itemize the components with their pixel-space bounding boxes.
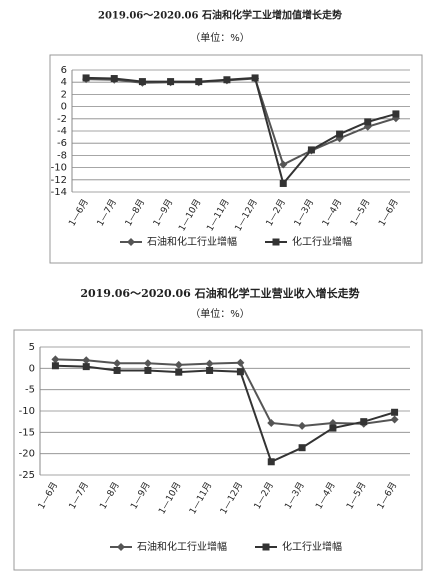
x-tick-label: 1—6月 xyxy=(67,197,91,228)
marker-diamond xyxy=(143,359,152,368)
marker-square xyxy=(82,363,90,371)
y-tick-label: -12 xyxy=(51,175,67,186)
y-tick-label: -8 xyxy=(57,150,67,161)
chart-subtitle: （单位：%） xyxy=(190,307,250,320)
series-line xyxy=(86,76,397,186)
y-tick-label: 0 xyxy=(61,102,67,113)
chart-title: 2019.06～2020.06 石油和化学工业增加值增长走势 xyxy=(98,9,342,22)
y-tick-label: -15 xyxy=(19,427,35,438)
x-tick-label: 1—4月 xyxy=(320,197,344,228)
marker-diamond xyxy=(236,358,245,367)
y-tick-label: -25 xyxy=(19,470,35,481)
legend-marker xyxy=(117,543,125,551)
y-tick-label: -5 xyxy=(25,385,35,396)
y-tick-label: -20 xyxy=(19,449,35,460)
x-tick-label: 1—2月 xyxy=(252,480,276,511)
x-tick-label: 1—2月 xyxy=(264,197,288,228)
legend-marker xyxy=(272,238,280,246)
chart-subtitle: （单位：%） xyxy=(190,31,250,44)
x-tick-label: 1—10月 xyxy=(176,197,203,233)
marker-square xyxy=(391,408,399,416)
marker-diamond xyxy=(174,360,183,369)
marker-square xyxy=(336,130,344,138)
marker-diamond xyxy=(267,418,276,427)
marker-diamond xyxy=(113,359,122,368)
marker-square xyxy=(279,179,287,187)
marker-square xyxy=(113,366,121,374)
y-tick-label: -4 xyxy=(57,126,67,137)
marker-square xyxy=(110,75,118,83)
marker-diamond xyxy=(82,356,91,365)
x-tick-label: 1—3月 xyxy=(292,197,316,228)
x-tick-label: 1—12月 xyxy=(218,480,245,516)
marker-square xyxy=(175,368,183,376)
marker-square xyxy=(251,74,259,82)
marker-square xyxy=(364,118,372,126)
x-tick-label: 1—10月 xyxy=(156,480,183,516)
x-tick-label: 1—8月 xyxy=(98,480,122,511)
marker-square xyxy=(138,78,146,86)
marker-diamond xyxy=(298,421,307,430)
x-tick-label: 1—11月 xyxy=(205,197,232,233)
marker-diamond xyxy=(205,359,214,368)
marker-square xyxy=(267,458,275,466)
marker-square xyxy=(206,366,214,374)
x-tick-label: 1—4月 xyxy=(313,480,337,511)
chart-frame xyxy=(49,54,423,264)
y-tick-label: 6 xyxy=(61,65,67,76)
y-tick-label: -14 xyxy=(51,187,67,198)
marker-diamond xyxy=(279,160,288,169)
x-tick-label: 1—6月 xyxy=(376,197,400,228)
marker-square xyxy=(298,444,306,452)
y-tick-label: -10 xyxy=(19,406,35,417)
x-tick-label: 1—7月 xyxy=(67,480,91,511)
chart-frame xyxy=(13,329,423,571)
legend-label: 化工行业增幅 xyxy=(292,235,352,248)
x-tick-label: 1—5月 xyxy=(348,197,372,228)
legend-marker xyxy=(127,238,135,246)
y-tick-label: 0 xyxy=(29,363,35,374)
marker-diamond xyxy=(51,355,60,364)
marker-square xyxy=(307,146,315,154)
x-tick-label: 1—6月 xyxy=(36,480,60,511)
x-tick-label: 1—11月 xyxy=(187,480,214,516)
marker-square xyxy=(392,110,400,118)
x-tick-label: 1—3月 xyxy=(283,480,307,511)
legend-label: 石油和化工行业增幅 xyxy=(137,540,227,553)
x-tick-label: 1—12月 xyxy=(233,197,260,233)
legend-marker xyxy=(262,543,270,551)
marker-square xyxy=(144,366,152,374)
y-tick-label: -2 xyxy=(57,114,67,125)
y-tick-label: -10 xyxy=(51,163,67,174)
marker-square xyxy=(82,74,90,82)
marker-square xyxy=(329,424,337,432)
marker-square xyxy=(167,78,175,86)
y-tick-label: 5 xyxy=(29,342,35,353)
marker-diamond xyxy=(390,415,399,424)
series-line xyxy=(55,364,395,464)
legend-label: 化工行业增幅 xyxy=(282,540,342,553)
x-tick-label: 1—6月 xyxy=(375,480,399,511)
marker-square xyxy=(236,368,244,376)
series-line xyxy=(55,358,395,427)
y-tick-label: 4 xyxy=(61,77,67,88)
marker-square xyxy=(360,418,368,426)
y-tick-label: -6 xyxy=(57,138,67,149)
y-tick-label: 2 xyxy=(61,89,67,100)
chart-title: 2019.06～2020.06 石油和化学工业营业收入增长走势 xyxy=(80,286,359,300)
x-tick-label: 1—5月 xyxy=(344,480,368,511)
marker-square xyxy=(51,362,59,370)
x-tick-label: 1—8月 xyxy=(123,197,147,228)
legend-label: 石油和化工行业增幅 xyxy=(147,235,237,248)
x-tick-label: 1—9月 xyxy=(151,197,175,228)
marker-square xyxy=(195,78,203,86)
x-tick-label: 1—7月 xyxy=(95,197,119,228)
x-tick-label: 1—9月 xyxy=(128,480,152,511)
marker-square xyxy=(223,76,231,84)
series-line xyxy=(86,77,397,166)
